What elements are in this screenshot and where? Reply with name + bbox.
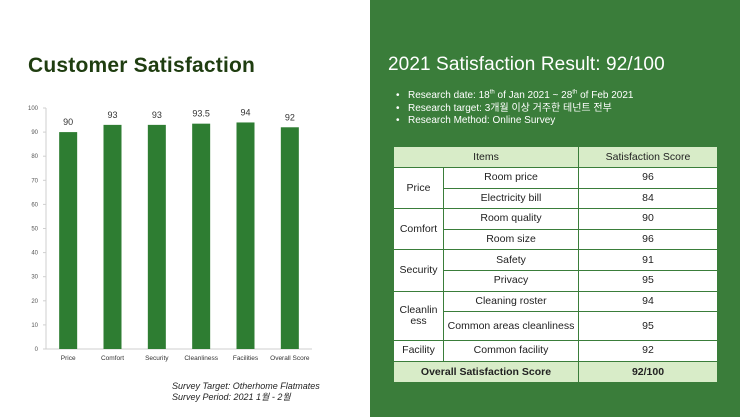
y-tick-label: 100 xyxy=(28,106,39,112)
table-row: Privacy 95 xyxy=(394,269,718,292)
x-tick-label: Comfort xyxy=(101,355,124,362)
table-row: Security Safety 91 xyxy=(393,249,718,292)
table-row: Comfort Room quality 90 xyxy=(393,208,718,251)
bar-comfort xyxy=(103,124,122,350)
bar-price xyxy=(59,132,78,349)
score-cell: 95 xyxy=(578,311,718,342)
item-cell: Privacy xyxy=(443,269,579,292)
result-title: 2021 Satisfaction Result: 92/100 xyxy=(388,54,665,75)
table-row: Room size 96 xyxy=(394,228,718,251)
table-row: Price Room price 96 xyxy=(393,166,718,210)
research-date: Research date: 18th of Jan 2021 ~ 28th o… xyxy=(396,90,633,103)
data-label: 93 xyxy=(152,110,162,120)
y-tick-label: 60 xyxy=(31,202,38,208)
y-tick-label: 40 xyxy=(31,251,38,257)
y-tick-label: 0 xyxy=(35,347,39,353)
survey-target: Survey Target: Otherhome Flatmates xyxy=(172,381,320,391)
x-tick-label: Price xyxy=(61,355,76,362)
item-cell: Safety xyxy=(443,249,579,271)
research-info-list: Research date: 18th of Jan 2021 ~ 28th o… xyxy=(396,90,633,128)
survey-note: Survey Target: Otherhome Flatmates Surve… xyxy=(172,381,320,403)
overall-label: Overall Satisfaction Score xyxy=(393,360,579,383)
bar-facilities xyxy=(236,122,255,350)
score-cell: 94 xyxy=(578,290,718,313)
item-cell: Common facility xyxy=(443,340,579,362)
table-row: Common areas cleanliness 95 xyxy=(394,311,718,342)
x-tick-label: Cleanliness xyxy=(184,355,218,362)
satisfaction-table: Items Satisfaction Score Price Room pric… xyxy=(393,146,718,383)
group-facility: Facility xyxy=(393,340,444,362)
survey-period: Survey Period: 2021 1월 - 2월 xyxy=(172,392,291,402)
y-tick-label: 10 xyxy=(31,323,38,329)
x-tick-label: Security xyxy=(145,355,169,362)
table-row: Electricity bill 84 xyxy=(394,187,718,210)
bar-chart: 0 10 20 30 40 50 60 70 80 90 100 90 Price 93 Comfort 93… xyxy=(28,106,312,362)
y-tick-label: 30 xyxy=(31,275,38,281)
score-cell: 96 xyxy=(578,167,718,189)
item-cell: Room price xyxy=(443,167,579,189)
item-cell: Electricity bill xyxy=(443,187,579,210)
data-label: 90 xyxy=(63,117,73,127)
y-tick-label: 90 xyxy=(31,130,38,136)
score-cell: 90 xyxy=(578,208,718,230)
data-label: 92 xyxy=(285,112,295,122)
chart-title: Customer Satisfaction xyxy=(28,54,256,77)
group-price: Price xyxy=(393,166,444,210)
table-row: Facility Common facility 92 xyxy=(393,340,718,362)
item-cell: Room size xyxy=(443,228,579,251)
score-cell: 91 xyxy=(578,249,718,271)
y-tick-label: 20 xyxy=(31,299,38,305)
score-cell: 92 xyxy=(578,340,718,362)
header-score: Satisfaction Score xyxy=(578,146,718,168)
score-cell: 96 xyxy=(578,228,718,251)
item-cell: Common areas cleanliness xyxy=(443,311,579,342)
y-tick-label: 80 xyxy=(31,154,38,160)
y-tick-label: 70 xyxy=(31,178,38,184)
bar-overall-score xyxy=(280,127,299,349)
group-security: Security xyxy=(393,249,444,292)
bar-cleanliness xyxy=(192,123,211,349)
research-target: Research target: 3개월 이상 거주한 테넌트 전부 xyxy=(396,103,633,116)
group-cleanliness: Cleanlin ess xyxy=(393,290,444,342)
bar-security xyxy=(147,124,166,350)
item-cell: Cleaning roster xyxy=(443,290,579,313)
group-comfort: Comfort xyxy=(393,208,444,251)
table-header-row: Items Satisfaction Score xyxy=(393,146,718,168)
x-tick-label: Facilities xyxy=(233,355,259,362)
data-label: 94 xyxy=(240,107,250,117)
research-method: Research Method: Online Survey xyxy=(396,115,633,128)
y-tick-label: 50 xyxy=(31,227,38,233)
overall-score: 92/100 xyxy=(578,360,718,383)
overall-row: Overall Satisfaction Score 92/100 xyxy=(393,360,718,383)
score-cell: 95 xyxy=(578,269,718,292)
data-label: 93.5 xyxy=(192,109,210,119)
data-label: 93 xyxy=(107,110,117,120)
x-tick-label: Overall Score xyxy=(270,355,310,362)
header-items: Items xyxy=(393,146,579,168)
table-row: Cleanlin ess Cleaning roster 94 xyxy=(393,290,718,342)
score-cell: 84 xyxy=(578,187,718,210)
item-cell: Room quality xyxy=(443,208,579,230)
